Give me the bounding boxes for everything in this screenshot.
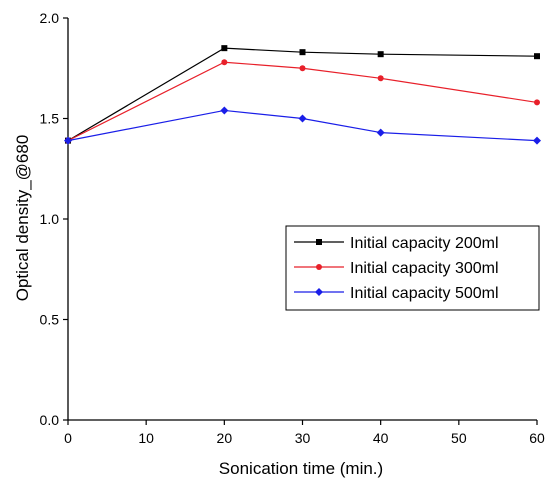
data-point <box>534 53 540 60</box>
x-tick-label: 60 <box>529 430 545 446</box>
data-point <box>377 75 384 82</box>
legend-entry: Initial capacity 300ml <box>294 260 499 277</box>
data-point <box>221 45 228 52</box>
series-line <box>67 61 538 142</box>
y-tick-label: 1.0 <box>40 211 60 227</box>
data-point <box>299 49 306 56</box>
x-tick-label: 0 <box>64 430 72 446</box>
y-axis-title: Optical density_@680 <box>13 135 32 302</box>
x-tick-label: 50 <box>451 430 467 446</box>
legend-entry: Initial capacity 500ml <box>294 285 499 302</box>
data-point <box>534 99 540 106</box>
legend-label: Initial capacity 500ml <box>350 285 499 302</box>
data-point <box>299 65 306 72</box>
legend: Initial capacity 200ml Initial capacity 3… <box>285 225 540 311</box>
axis-ticks: 0 10 20 30 40 50 60 0.0 0.5 1.0 1.5 2.0 <box>40 10 545 446</box>
series-layer <box>64 45 541 145</box>
series-3 <box>64 106 541 145</box>
series-1 <box>65 45 540 144</box>
x-tick-label: 40 <box>373 430 389 446</box>
x-axis-title: Sonication time (min.) <box>219 459 383 478</box>
y-tick-label: 0.5 <box>40 312 60 328</box>
legend-label: Initial capacity 300ml <box>350 260 499 277</box>
data-point <box>220 106 229 115</box>
series-2 <box>65 59 540 144</box>
legend-marker <box>316 264 322 270</box>
y-tick-label: 0.0 <box>40 412 60 428</box>
x-tick-label: 30 <box>295 430 311 446</box>
legend-box <box>285 225 540 311</box>
plot-axes <box>67 18 537 421</box>
data-point <box>376 128 385 137</box>
x-tick-label: 20 <box>217 430 233 446</box>
legend-marker <box>315 288 323 296</box>
y-tick-label: 2.0 <box>40 10 60 26</box>
data-point <box>377 51 384 58</box>
legend-entry: Initial capacity 200ml <box>294 235 499 252</box>
legend-label: Initial capacity 200ml <box>350 235 499 252</box>
legend-marker <box>316 239 322 245</box>
data-point <box>533 136 541 145</box>
data-point <box>221 59 228 66</box>
y-tick-label: 1.5 <box>40 111 60 127</box>
data-point <box>64 136 72 145</box>
x-tick-label: 10 <box>138 430 154 446</box>
data-point <box>298 114 307 123</box>
